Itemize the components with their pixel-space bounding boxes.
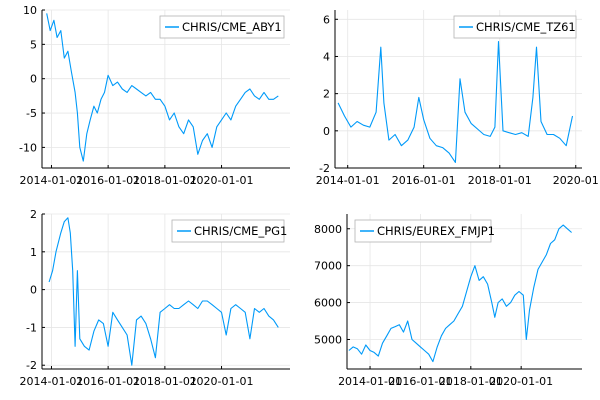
y-tick-label: -2 xyxy=(319,162,330,175)
legend-label: CHRIS/CME_ABY1 xyxy=(182,20,282,34)
legend-box xyxy=(354,219,492,243)
y-tick-label: 0 xyxy=(323,125,330,138)
y-tick-label: 6 xyxy=(323,13,330,26)
y-tick-label: 5 xyxy=(30,38,37,51)
y-tick-label: 7000 xyxy=(314,260,342,273)
x-tick-label: 2018-01-01 xyxy=(133,174,197,187)
series-line-chris-cme-pg1 xyxy=(48,217,279,366)
x-tick-label: 2014-01-01 xyxy=(316,174,380,187)
y-tick-label: 0 xyxy=(30,284,37,297)
x-tick-label: 2016-01-01 xyxy=(76,174,140,187)
series-line-chris-cme-aby1 xyxy=(46,13,279,162)
y-tick-label: -2 xyxy=(26,359,37,372)
y-tick-label: -10 xyxy=(19,141,37,154)
x-tick-label: 2016-01-01 xyxy=(392,174,456,187)
y-tick-label: -1 xyxy=(26,321,37,334)
x-tick-label: 2014-01-01 xyxy=(338,375,402,388)
y-tick-label: 10 xyxy=(23,4,37,17)
legend-label: CHRIS/CME_PG1 xyxy=(194,224,287,238)
y-tick-label: 0 xyxy=(30,73,37,86)
x-tick-label: 2020-01 xyxy=(553,174,599,187)
y-tick-label: 1 xyxy=(30,246,37,259)
y-tick-label: -5 xyxy=(26,107,37,120)
x-tick-label: 2016-01-01 xyxy=(388,375,452,388)
x-tick-label: 2018-01-01 xyxy=(439,375,503,388)
chart-panel-pg1: 2 1 0 -1 -2 2014-01-012016-01-012018-01-01202… xyxy=(20,208,290,388)
x-tick-label: 2014-01-01 xyxy=(20,375,84,388)
x-tick-label: 2018-01-01 xyxy=(133,375,197,388)
series-line-chris-cme-tz61 xyxy=(337,41,574,163)
y-tick-label: 5000 xyxy=(314,333,342,346)
x-tick-label: 2020-01-01 xyxy=(190,174,254,187)
legend-box xyxy=(159,15,285,39)
y-tick-label: 2 xyxy=(30,208,37,221)
x-tick-label: 2018-01-01 xyxy=(468,174,532,187)
legend-label: CHRIS/EUREX_FMJP1 xyxy=(377,224,495,238)
chart-panel-aby1: 10 5 0 -5 -10 2014-01-012016-01-012018-01-012… xyxy=(19,4,290,187)
legend-box xyxy=(453,15,577,39)
legend-box xyxy=(171,219,285,243)
x-tick-label: 2020-01-01 xyxy=(489,375,553,388)
x-tick-label: 2020-01-01 xyxy=(190,375,254,388)
legend-label: CHRIS/CME_TZ61 xyxy=(476,20,576,34)
y-tick-label: 2 xyxy=(323,88,330,101)
chart-panel-fmjp1: 8000 7000 6000 5000 2014-01-012016-01-012018… xyxy=(314,214,582,388)
x-tick-label: 2016-01-01 xyxy=(76,375,140,388)
series-line-chris-eurex-fmjp1 xyxy=(348,224,572,363)
y-tick-label: 6000 xyxy=(314,297,342,310)
y-tick-label: 8000 xyxy=(314,223,342,236)
y-tick-label: 4 xyxy=(323,50,330,63)
x-tick-label: 2014-01-01 xyxy=(20,174,84,187)
